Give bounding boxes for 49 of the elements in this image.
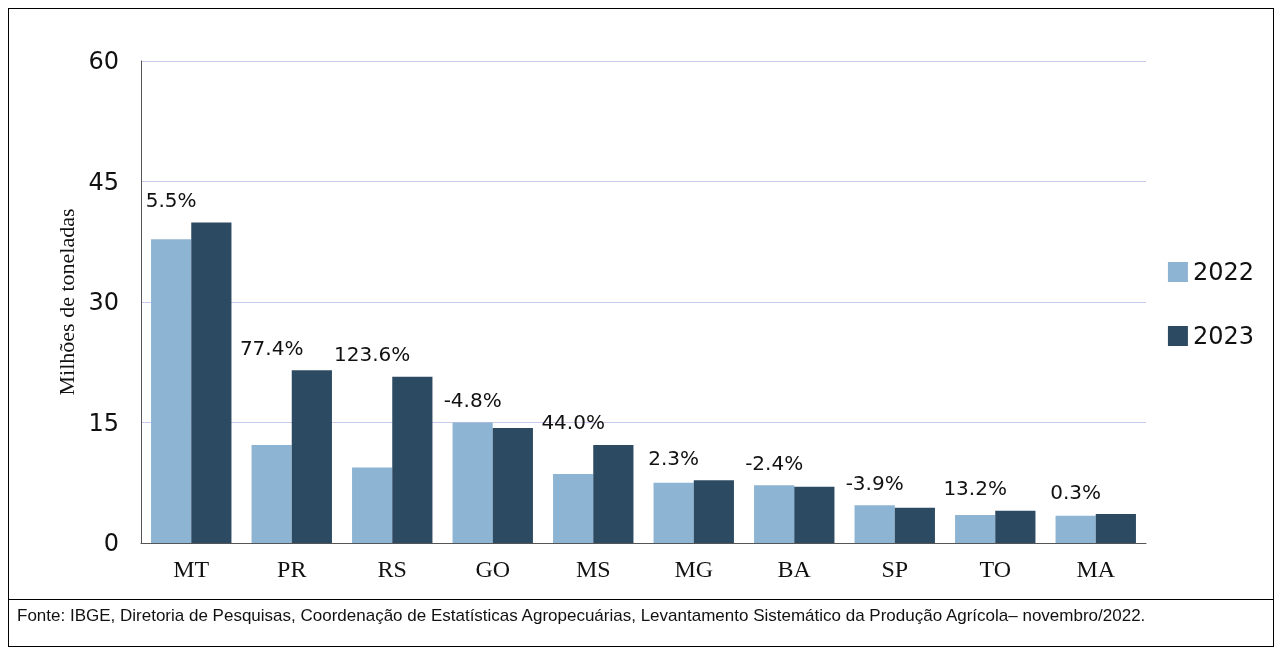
x-tick-label: RS xyxy=(377,556,407,582)
bar xyxy=(1055,515,1096,543)
x-tick-label: MA xyxy=(1076,556,1116,582)
bar xyxy=(392,376,433,543)
bar xyxy=(794,486,835,543)
bar xyxy=(894,507,935,543)
bar xyxy=(553,473,594,543)
x-tick-label: PR xyxy=(277,556,307,582)
x-tick-label: BA xyxy=(777,556,812,582)
annotation: -3.9% xyxy=(845,470,904,495)
x-tick-label: MS xyxy=(575,556,611,582)
x-tick-label: GO xyxy=(475,556,511,582)
bar xyxy=(352,467,393,543)
bar xyxy=(492,428,533,543)
annotation: 2.3% xyxy=(648,445,700,470)
source-note: Fonte: IBGE, Diretoria de Pesquisas, Coordenação de Estatísticas Agropecuárias, Levantamento Sistemático da Produção Agrícola– novembro/2022. xyxy=(17,606,1147,626)
bar xyxy=(251,444,292,543)
y-tick-label: 0 xyxy=(103,529,119,557)
annotation: 123.6% xyxy=(334,342,411,367)
y-tick-label: 15 xyxy=(88,408,119,437)
y-tick-label: 30 xyxy=(88,288,119,316)
annotation: 13.2% xyxy=(943,476,1007,501)
annotation: 77.4% xyxy=(239,335,304,360)
bar xyxy=(151,239,192,543)
annotation: -2.4% xyxy=(745,450,804,475)
y-tick-label: 60 xyxy=(88,47,119,75)
bar xyxy=(995,510,1036,543)
bar xyxy=(452,422,493,543)
legend-label: 2023 xyxy=(1192,322,1254,350)
y-tick-label: 45 xyxy=(88,167,119,196)
bar xyxy=(754,485,795,543)
x-tick-label: SP xyxy=(881,556,909,582)
legend-label: 2022 xyxy=(1192,258,1254,286)
y-axis-title: Milhões de toneladas xyxy=(54,208,80,396)
bar xyxy=(191,222,232,543)
bar xyxy=(593,444,634,543)
bar xyxy=(693,480,734,543)
annotation: -4.8% xyxy=(443,388,502,412)
annotation: 44.0% xyxy=(541,410,605,435)
x-tick-label: MG xyxy=(674,556,714,582)
bar xyxy=(291,370,332,543)
bar xyxy=(1095,514,1136,543)
bar xyxy=(653,482,694,543)
bar xyxy=(854,505,895,543)
annotation: 5.5% xyxy=(145,187,197,212)
x-tick-label: MT xyxy=(173,556,210,582)
x-tick-label: TO xyxy=(979,556,1012,582)
annotation: 0.3% xyxy=(1050,479,1102,504)
bar xyxy=(955,514,996,543)
